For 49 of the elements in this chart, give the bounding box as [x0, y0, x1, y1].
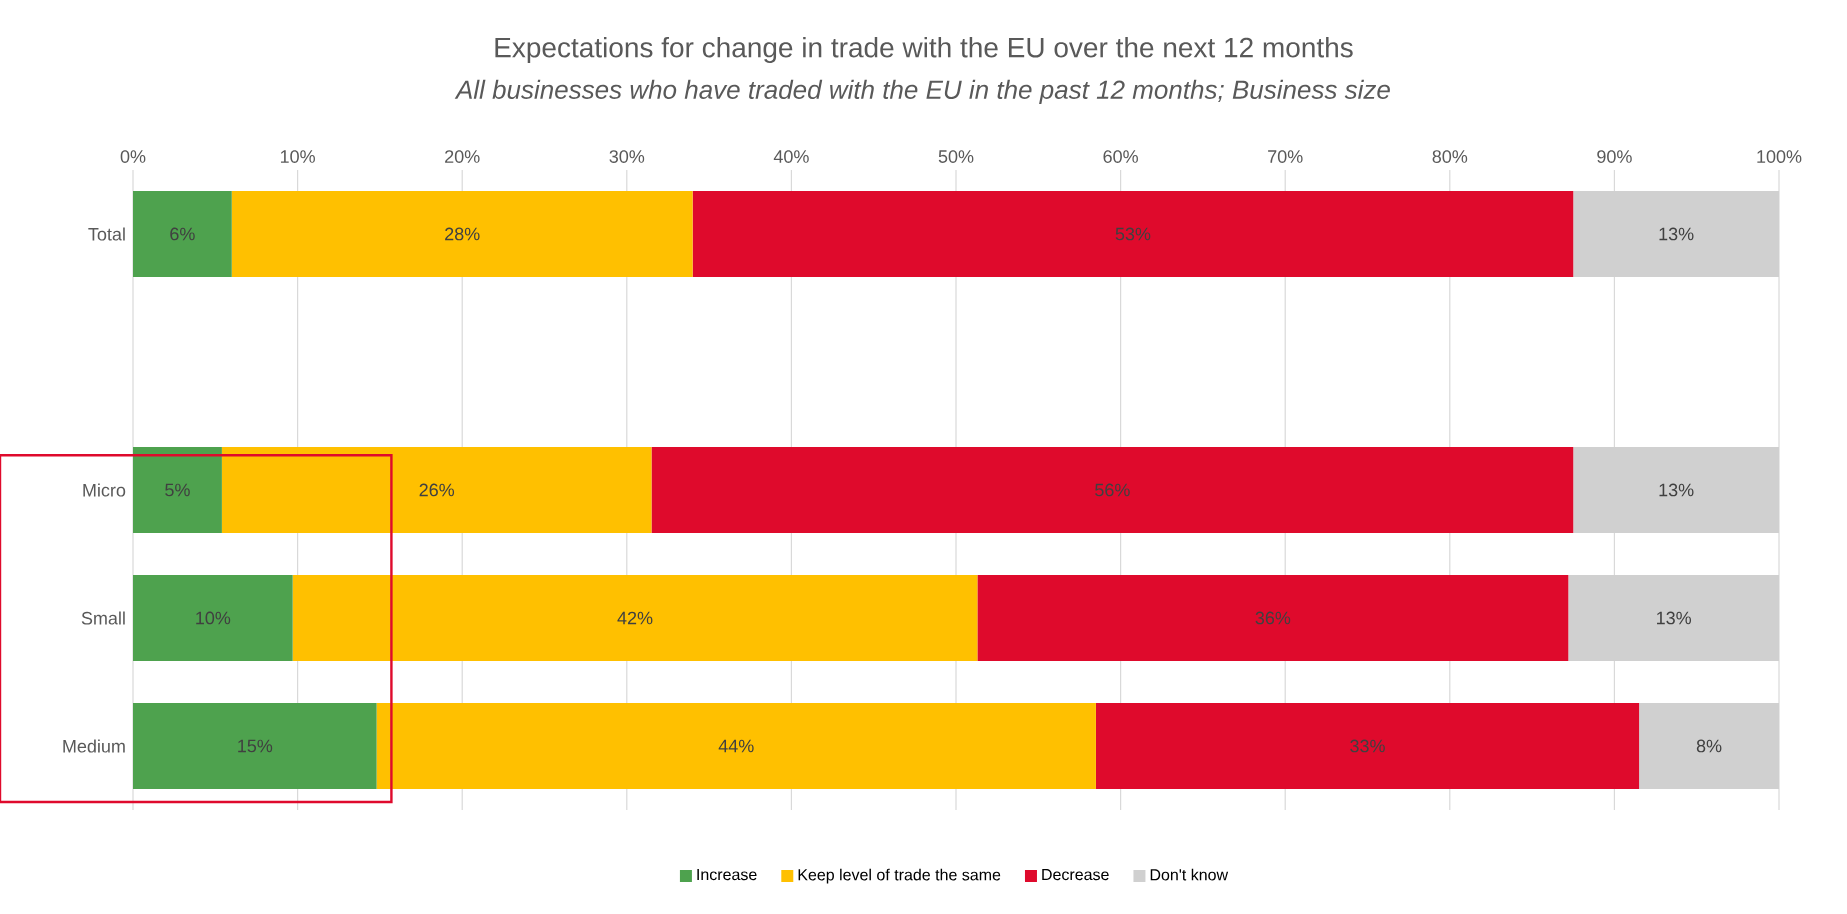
x-tick-label: 100% [1757, 150, 1802, 163]
bar [292, 574, 978, 661]
legend-label: Increase [697, 868, 757, 881]
data-label: 56% [1095, 483, 1130, 497]
data-label: 28% [445, 227, 480, 241]
data-label: 15% [238, 739, 273, 753]
data-label: 36% [1255, 611, 1291, 625]
data-label: 26% [419, 483, 455, 497]
x-tick-label: 60% [1103, 150, 1138, 163]
bar [133, 702, 377, 789]
x-tick-label: 50% [938, 150, 974, 163]
data-label: 8% [1696, 739, 1722, 753]
legend-label: Keep level of trade the same [798, 868, 1001, 884]
bar [651, 446, 1574, 533]
x-tick-label: 10% [280, 150, 315, 163]
bar [221, 446, 652, 533]
bar [692, 190, 1574, 277]
y-tick-label: Medium [63, 739, 125, 753]
bar [1095, 702, 1640, 789]
data-label: 13% [1657, 611, 1692, 625]
x-tick-label: 40% [773, 150, 809, 163]
chart-subtitle: All businesses who have traded with the EU in the past 12 months; Business size [454, 79, 1390, 105]
data-label: 33% [1350, 739, 1385, 753]
x-tick-label: 20% [445, 150, 480, 163]
data-label: 13% [1659, 227, 1694, 241]
x-tick-label: 80% [1432, 150, 1468, 163]
data-label: 10% [196, 611, 231, 625]
data-label: 44% [718, 739, 754, 753]
x-tick-label: 30% [609, 150, 645, 163]
x-tick-label: 70% [1268, 150, 1303, 163]
data-label: 42% [617, 611, 653, 625]
y-tick-label: Total [88, 227, 125, 241]
legend-label: Don't know [1150, 868, 1229, 881]
bar [376, 702, 1096, 789]
data-label: 5% [165, 483, 190, 497]
legend-label: Decrease [1042, 868, 1109, 881]
chart-title: Expectations for change in trade with the EU over the next 12 months [495, 36, 1353, 64]
data-label: 13% [1659, 483, 1694, 497]
x-tick-label: 0% [120, 150, 146, 163]
y-tick-label: Small [81, 611, 125, 625]
bar [133, 446, 222, 533]
x-tick-label: 90% [1597, 150, 1632, 163]
bar [133, 574, 293, 661]
bar [977, 574, 1569, 661]
bar [231, 190, 693, 277]
y-tick-label: Micro [83, 483, 126, 497]
data-label: 6% [170, 227, 195, 241]
bar [133, 190, 232, 277]
data-label: 53% [1115, 227, 1151, 241]
